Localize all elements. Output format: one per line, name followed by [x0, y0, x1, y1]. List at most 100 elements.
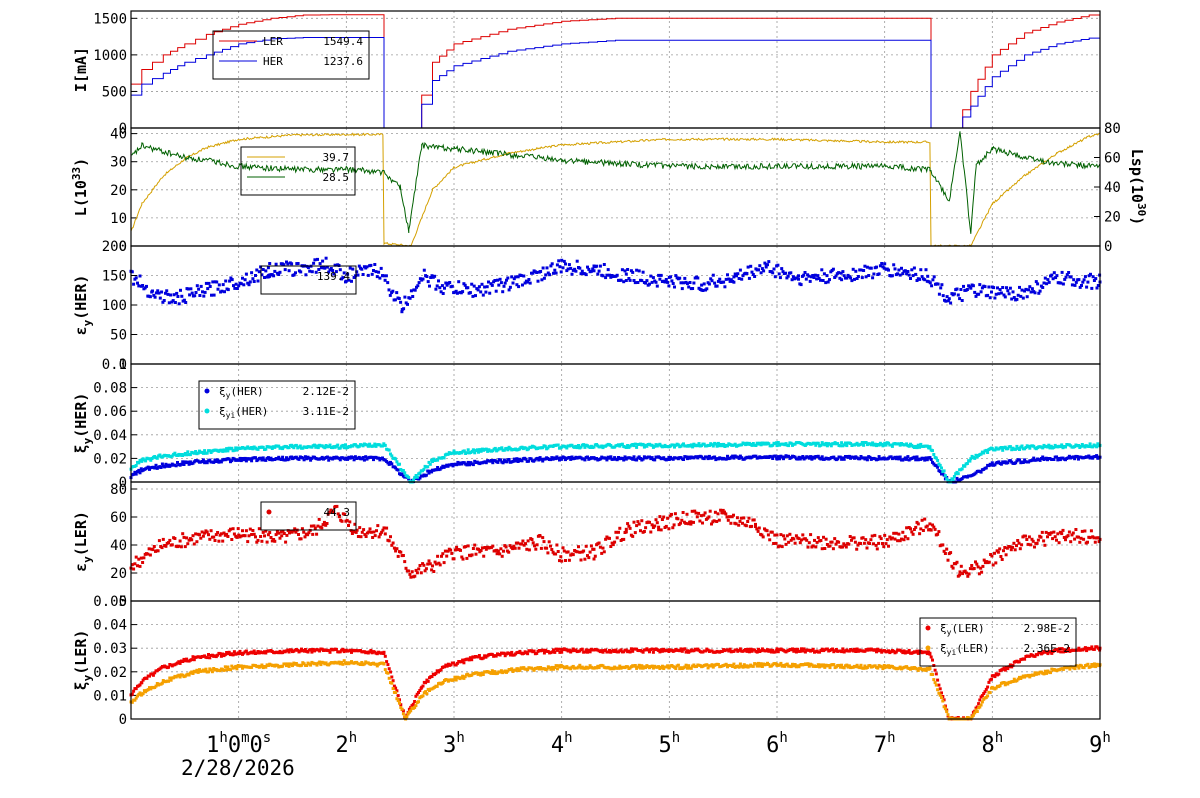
data-point — [387, 462, 391, 466]
data-point — [648, 282, 651, 286]
data-point — [755, 664, 759, 668]
data-point — [158, 296, 162, 300]
legend-value: 44.3 — [324, 506, 351, 519]
data-point — [977, 702, 981, 706]
data-point — [453, 675, 457, 679]
data-point — [655, 284, 659, 288]
data-point — [640, 279, 644, 283]
data-point — [179, 545, 183, 549]
data-point — [434, 671, 438, 675]
data-point — [1097, 540, 1101, 544]
data-point — [374, 270, 378, 274]
data-point — [441, 552, 445, 556]
data-point — [385, 526, 389, 530]
data-point — [776, 441, 780, 444]
data-point — [388, 293, 392, 297]
data-point — [421, 562, 425, 566]
data-point — [986, 685, 990, 689]
data-point — [195, 668, 199, 672]
data-point — [963, 464, 967, 468]
data-point — [994, 561, 998, 565]
data-point — [436, 466, 440, 469]
data-point — [803, 537, 807, 541]
data-point — [484, 461, 488, 465]
data-point — [837, 271, 841, 275]
data-point — [644, 281, 648, 285]
data-point — [864, 275, 868, 279]
data-point — [831, 647, 835, 651]
data-point — [657, 665, 661, 669]
data-point — [284, 540, 288, 544]
data-point — [508, 653, 512, 657]
data-point — [427, 460, 431, 464]
data-point — [778, 544, 782, 548]
data-point — [335, 504, 339, 508]
data-point — [1002, 549, 1005, 553]
data-point — [179, 288, 182, 292]
data-point — [549, 667, 553, 671]
data-point — [232, 448, 236, 452]
data-point — [342, 271, 346, 275]
data-point — [694, 511, 698, 515]
data-point — [944, 299, 948, 303]
data-point — [272, 538, 276, 541]
data-point — [793, 663, 797, 666]
data-point — [312, 261, 316, 265]
data-point — [399, 300, 403, 304]
data-point — [210, 293, 213, 297]
data-point — [628, 650, 632, 654]
data-point — [999, 555, 1003, 558]
data-point — [390, 681, 394, 685]
data-point — [915, 446, 919, 450]
data-point — [395, 689, 399, 693]
data-point — [653, 524, 657, 528]
data-point — [978, 698, 982, 702]
data-point — [666, 516, 670, 520]
data-point — [781, 270, 785, 274]
data-point — [741, 274, 745, 278]
data-point — [907, 648, 911, 652]
data-point — [696, 276, 700, 280]
y-tick-label: 1500 — [93, 11, 127, 27]
data-point — [1057, 541, 1061, 545]
data-point — [915, 455, 919, 459]
data-point — [315, 532, 319, 536]
data-point — [1048, 532, 1052, 536]
data-point — [580, 269, 584, 273]
data-point — [144, 459, 148, 463]
data-point — [959, 564, 963, 568]
data-point — [455, 463, 459, 467]
data-point — [500, 554, 504, 558]
data-point — [1018, 458, 1021, 462]
data-point — [1074, 280, 1078, 284]
data-point — [286, 262, 290, 266]
data-point — [1039, 535, 1043, 539]
data-point — [918, 532, 922, 536]
data-point — [304, 273, 308, 277]
data-point — [605, 458, 609, 462]
data-point — [225, 447, 229, 451]
data-point — [993, 463, 997, 467]
data-point — [959, 288, 963, 291]
data-point — [737, 665, 741, 669]
data-point — [232, 650, 236, 654]
data-point — [374, 444, 378, 448]
data-point — [318, 660, 322, 664]
data-point — [660, 664, 664, 668]
data-point — [153, 671, 157, 675]
data-point — [1028, 446, 1032, 450]
data-point — [142, 556, 146, 560]
data-point — [875, 547, 879, 551]
date-label: 2/28/2026 — [181, 756, 295, 780]
data-point — [239, 664, 243, 668]
data-point — [842, 666, 846, 670]
data-point — [633, 442, 637, 446]
data-point — [480, 546, 484, 550]
data-point — [1075, 455, 1079, 458]
data-point — [606, 268, 610, 272]
data-point — [369, 263, 373, 267]
data-point — [265, 540, 269, 544]
data-point — [759, 649, 763, 653]
data-point — [771, 648, 775, 652]
data-point — [732, 275, 736, 279]
